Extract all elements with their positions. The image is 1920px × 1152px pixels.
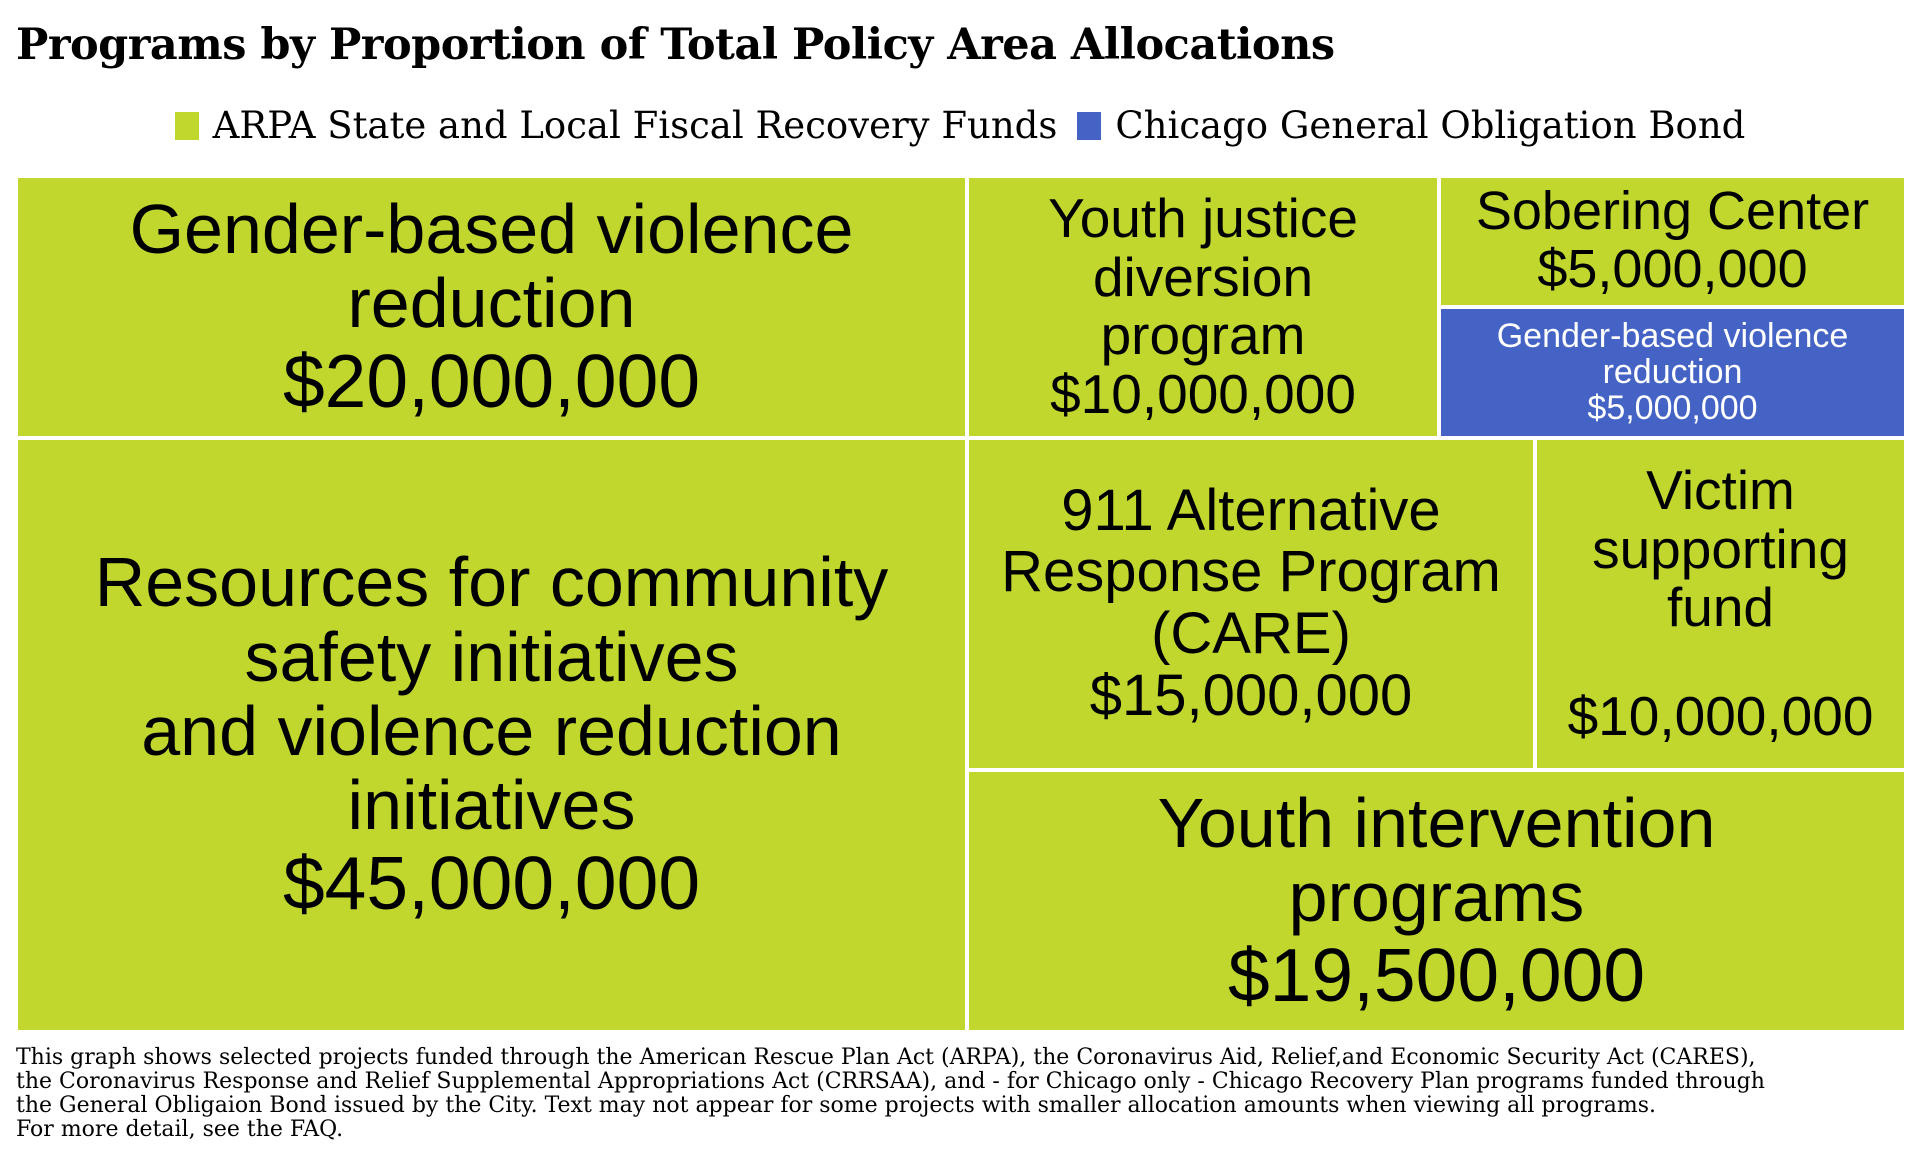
- treemap-tile[interactable]: Youth justice diversion program $10,000,0…: [967, 176, 1439, 438]
- treemap-tile[interactable]: Youth intervention programs $19,500,000: [967, 770, 1906, 1032]
- legend-swatch-bond: [1077, 111, 1102, 140]
- chart-legend: ARPA State and Local Fiscal Recovery Fun…: [0, 104, 1920, 147]
- legend-label-arpa: ARPA State and Local Fiscal Recovery Fun…: [212, 104, 1058, 147]
- tile-amount: $20,000,000: [282, 338, 701, 423]
- tile-label: 911 Alternative Response Program (CARE): [1001, 477, 1501, 666]
- treemap-tile[interactable]: Victim supporting fund $10,000,000: [1535, 438, 1906, 770]
- tile-amount: $5,000,000: [1537, 239, 1808, 300]
- tile-label: Resources for community safety initiativ…: [94, 543, 889, 844]
- treemap-tile[interactable]: Gender-based violence reduction $20,000,0…: [16, 176, 967, 438]
- tile-label: Sobering Center: [1475, 181, 1870, 242]
- tile-amount: $5,000,000: [1587, 388, 1758, 427]
- footnote-line: This graph shows selected projects funde…: [16, 1045, 1756, 1070]
- legend-label-bond: Chicago General Obligation Bond: [1115, 104, 1746, 147]
- legend-item-arpa[interactable]: ARPA State and Local Fiscal Recovery Fun…: [174, 104, 1058, 147]
- footnote-line: For more detail, see the FAQ.: [16, 1117, 344, 1142]
- tile-label: Victim supporting fund: [1592, 459, 1849, 638]
- treemap-tile[interactable]: 911 Alternative Response Program (CARE) $…: [967, 438, 1535, 770]
- footnote-line: the Coronavirus Response and Relief Supp…: [16, 1069, 1765, 1094]
- tile-label: Gender-based violence reduction: [1496, 316, 1849, 391]
- treemap-tile[interactable]: Resources for community safety initiativ…: [16, 438, 967, 1032]
- legend-item-bond[interactable]: Chicago General Obligation Bond: [1077, 104, 1745, 147]
- treemap-plot-area: Gender-based violence reduction $20,000,0…: [16, 176, 1906, 1032]
- tile-amount: $19,500,000: [1227, 932, 1646, 1017]
- tile-label: Gender-based violence reduction: [129, 189, 854, 342]
- treemap-tile[interactable]: Gender-based violence reduction $5,000,00…: [1439, 307, 1906, 438]
- treemap-tile[interactable]: Sobering Center $5,000,000: [1439, 176, 1906, 307]
- tile-amount: $10,000,000: [1567, 685, 1874, 748]
- chart-title: Programs by Proportion of Total Policy A…: [16, 20, 1335, 70]
- tile-amount: $15,000,000: [1089, 663, 1413, 729]
- tile-label: Youth intervention programs: [1157, 783, 1716, 936]
- chart-footnote: This graph shows selected projects funde…: [16, 1046, 1896, 1142]
- tile-label: Youth justice diversion program: [1048, 187, 1358, 366]
- footnote-line: the General Obligaion Bond issued by the…: [16, 1093, 1657, 1118]
- tile-amount: $10,000,000: [1050, 363, 1356, 426]
- legend-swatch-arpa: [174, 111, 199, 140]
- tile-amount: $45,000,000: [282, 841, 701, 926]
